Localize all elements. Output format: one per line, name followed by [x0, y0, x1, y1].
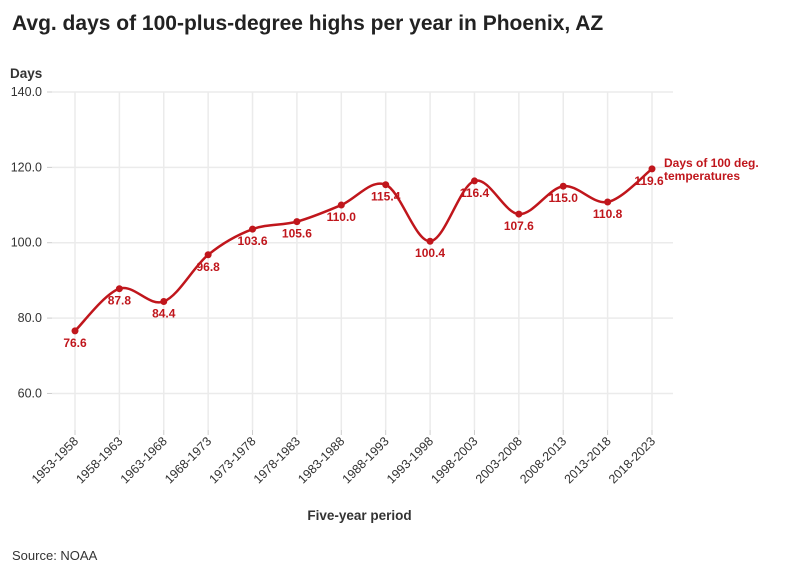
data-label: 119.6: [634, 174, 664, 188]
series-direct-label: temperatures: [664, 169, 740, 183]
x-tick-label: 2003-2008: [473, 434, 525, 486]
data-point: [648, 165, 656, 173]
x-tick-label: 1958-1963: [73, 434, 125, 486]
data-point: [71, 327, 79, 335]
x-tick-label: 2018-2023: [606, 434, 658, 486]
x-tick-label: 1963-1968: [118, 434, 170, 486]
data-point: [559, 182, 567, 190]
series-line: [74, 167, 653, 332]
y-tick-label: 80.0: [18, 311, 42, 325]
data-label: 105.6: [282, 227, 312, 241]
data-label: 110.8: [593, 207, 623, 221]
x-tick-label: 1998-2003: [428, 434, 480, 486]
x-tick-label: 1953-1958: [29, 434, 81, 486]
x-tick-label: 2013-2018: [562, 434, 614, 486]
data-label: 84.4: [152, 307, 176, 321]
data-point: [249, 225, 257, 233]
data-point: [293, 218, 301, 226]
x-tick-label: 1983-1988: [295, 434, 347, 486]
y-tick-label: 140.0: [11, 85, 42, 99]
data-label: 76.6: [63, 336, 87, 350]
data-label: 107.6: [504, 219, 534, 233]
data-label: 96.8: [196, 260, 220, 274]
data-point: [337, 201, 345, 209]
y-tick-label: 120.0: [11, 160, 42, 174]
x-tick-label: 1988-1993: [340, 434, 392, 486]
x-tick-label: 1993-1998: [384, 434, 436, 486]
x-tick-label: 1973-1978: [206, 434, 258, 486]
y-tick-label: 60.0: [18, 386, 42, 400]
data-label: 110.0: [327, 210, 357, 224]
series-direct-label: Days of 100 deg.: [664, 156, 759, 170]
data-point: [604, 198, 612, 206]
data-point: [515, 210, 523, 218]
data-label: 115.0: [549, 191, 579, 205]
data-label: 87.8: [108, 294, 132, 308]
data-label: 103.6: [238, 234, 268, 248]
data-point: [115, 285, 123, 293]
x-tick-label: 1968-1973: [162, 434, 214, 486]
x-tick-label: 1978-1983: [251, 434, 303, 486]
data-point: [470, 177, 478, 185]
chart-title: Avg. days of 100-plus-degree highs per y…: [12, 12, 604, 35]
source-note: Source: NOAA: [12, 548, 98, 563]
x-tick-label: 2008-2013: [517, 434, 569, 486]
data-point: [160, 298, 168, 306]
y-tick-label: 100.0: [11, 236, 42, 250]
data-label: 100.4: [415, 246, 445, 260]
y-axis-title: Days: [10, 66, 42, 81]
data-label: 116.4: [460, 186, 490, 200]
x-axis-title: Five-year period: [307, 508, 411, 523]
data-point: [382, 181, 390, 189]
data-point: [426, 237, 434, 245]
data-point: [204, 251, 212, 259]
data-label: 115.4: [371, 190, 401, 204]
